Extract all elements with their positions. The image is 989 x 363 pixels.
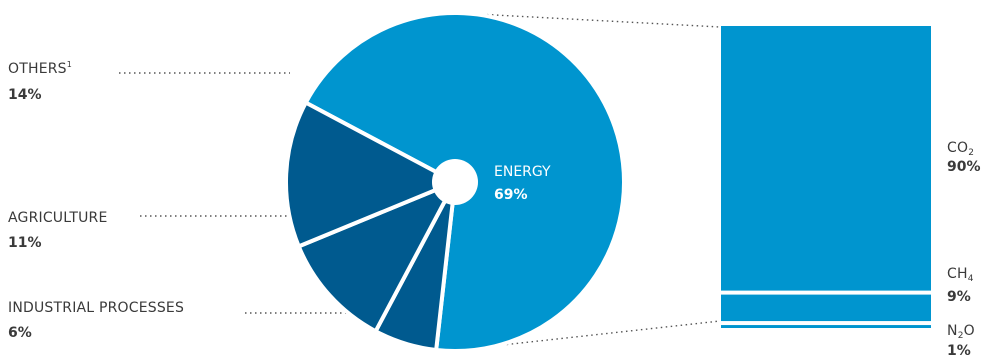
pie-label-agriculture: AGRICULTURE [8, 210, 108, 226]
chart-labels: OTHERS1 14% AGRICULTURE 11% INDUSTRIAL PROCE… [8, 60, 981, 359]
pie-label-industrial-processes: INDUSTRIAL PROCESSES [8, 300, 184, 316]
bar-label-co2: CO2 [947, 140, 974, 158]
pie-value-energy: 69% [494, 187, 528, 203]
bar-label-ch4: CH4 [947, 266, 974, 284]
pie-slice-agriculture [296, 180, 457, 334]
pie-chart [284, 11, 626, 353]
leader-lines [119, 12, 721, 351]
pie-value-others: 14% [8, 87, 42, 103]
bar-label-n2o: N2O [947, 323, 975, 341]
pie-slice-others [284, 100, 457, 249]
pie-value-industrial-processes: 6% [8, 325, 32, 341]
bar-value-co2: 90% [947, 159, 981, 175]
pie-value-agriculture: 11% [8, 235, 42, 251]
stacked-bar-chart [721, 26, 931, 328]
bar-segment-n2o [721, 325, 931, 328]
bar-value-n2o: 1% [947, 343, 971, 359]
pie-label-others: OTHERS1 [8, 60, 72, 77]
pie-center-hole [432, 159, 478, 205]
leader-energy-bottom [456, 320, 721, 351]
bar-segment-co2 [721, 26, 931, 291]
bar-value-ch4: 9% [947, 289, 971, 305]
bar-segment-ch4 [721, 294, 931, 322]
pie-label-energy: ENERGY [494, 164, 551, 180]
